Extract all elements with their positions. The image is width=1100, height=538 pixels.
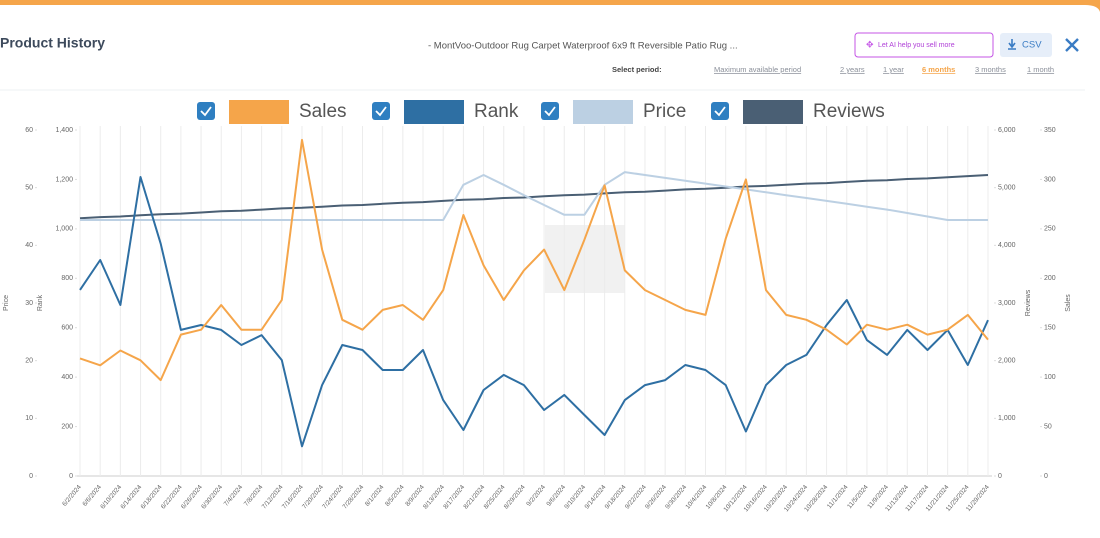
series-line	[80, 171, 988, 221]
series-line	[79, 176, 989, 448]
period-option[interactable]: 6 months	[922, 65, 955, 74]
period-option[interactable]: 1 year	[883, 65, 904, 74]
legend-check[interactable]	[544, 106, 556, 117]
period-option[interactable]: Maximum available period	[714, 65, 801, 74]
x-tick-label: 7/4/2024	[223, 484, 245, 508]
y-tick-label: 6,000	[998, 127, 1016, 134]
period-option[interactable]: 3 months	[975, 65, 1006, 74]
y-tick-label: 2,000	[998, 358, 1016, 365]
series-line	[79, 138, 989, 382]
axis-title: Rank	[37, 294, 44, 311]
legend-label[interactable]: Sales	[299, 101, 347, 122]
y-tick-label: 200	[1044, 275, 1056, 282]
x-tick-label: 7/28/2024	[341, 484, 365, 511]
x-tick-label: 6/30/2024	[200, 484, 224, 511]
y-tick-label: 5,000	[998, 185, 1016, 192]
legend-check[interactable]	[200, 106, 212, 117]
y-tick-label: 800	[61, 275, 73, 282]
y-tick-label: 60	[25, 127, 33, 134]
y-tick-label: 0	[1044, 473, 1048, 480]
legend-swatch[interactable]	[404, 100, 464, 124]
x-tick-label: 8/1/2024	[364, 484, 386, 508]
y-tick-label: 20	[25, 358, 33, 365]
y-tick-label: 200	[61, 423, 73, 430]
top-bar	[0, 0, 1100, 12]
period-label: Select period:	[612, 65, 662, 74]
csv-button[interactable]: CSV	[1000, 33, 1052, 57]
y-tick-label: 50	[25, 185, 33, 192]
series-line	[79, 174, 989, 220]
legend-checkbox[interactable]	[197, 102, 215, 120]
legend-checkbox[interactable]	[541, 102, 559, 120]
y-tick-label: 250	[1044, 226, 1056, 233]
legend-swatch[interactable]	[743, 100, 803, 124]
period-option[interactable]: 1 month	[1027, 65, 1054, 74]
ai-button-frame[interactable]	[854, 32, 994, 58]
legend-item[interactable]: Sales	[197, 100, 347, 124]
x-tick-label: 8/5/2024	[384, 484, 406, 508]
y-tick-label: 0	[69, 473, 73, 480]
csv-label[interactable]: CSV	[1022, 40, 1042, 51]
x-tick-label: 8/29/2024	[503, 484, 527, 511]
product-name: - MontVoo-Outdoor Rug Carpet Waterproof …	[428, 41, 738, 52]
y-tick-label: 150	[1044, 325, 1056, 332]
ai-button[interactable]: ✥ Let AI help you sell more	[854, 32, 994, 58]
y-tick-label: 1,200	[55, 176, 73, 183]
legend-item[interactable]: Reviews	[711, 100, 885, 124]
y-tick-label: 100	[1044, 374, 1056, 381]
download-icon[interactable]	[1008, 39, 1016, 50]
y-tick-label: 1,000	[998, 415, 1016, 422]
y-tick-label: 40	[25, 242, 33, 249]
y-tick-label: 0	[29, 473, 33, 480]
x-tick-label: 6/2/2024	[61, 484, 83, 508]
legend-label[interactable]: Price	[643, 101, 686, 122]
hover-highlight	[545, 225, 625, 293]
title: Product History	[0, 35, 105, 51]
legend-item[interactable]: Price	[541, 100, 686, 124]
y-tick-label: 3,000	[998, 300, 1016, 307]
axis-title: Price	[3, 295, 10, 311]
x-tick-label: 9/2/2024	[525, 484, 547, 508]
csv-button-frame[interactable]	[1000, 33, 1052, 57]
legend-checkbox[interactable]	[711, 102, 729, 120]
axis-title: Reviews	[1025, 289, 1032, 316]
legend-item[interactable]: Rank	[372, 100, 519, 124]
legend-swatch[interactable]	[229, 100, 289, 124]
ai-button-label[interactable]: Let AI help you sell more	[878, 42, 955, 49]
legend-check[interactable]	[714, 106, 726, 117]
y-tick-label: 4,000	[998, 242, 1016, 249]
y-tick-label: 1,400	[55, 127, 73, 134]
y-tick-label: 600	[61, 325, 73, 332]
y-tick-label: 10	[25, 415, 33, 422]
legend-checkbox[interactable]	[372, 102, 390, 120]
ai-button-icon[interactable]: ✥	[866, 39, 874, 49]
legend-label[interactable]: Reviews	[813, 101, 885, 122]
legend-check[interactable]	[375, 106, 387, 117]
axis-title: Sales	[1065, 294, 1072, 312]
y-tick-label: 30	[25, 300, 33, 307]
y-tick-label: 300	[1044, 176, 1056, 183]
y-tick-label: 0	[998, 473, 1002, 480]
close-button[interactable]	[1065, 38, 1079, 52]
y-tick-label: 1,000	[55, 226, 73, 233]
y-tick-label: 350	[1044, 127, 1056, 134]
period-option[interactable]: 2 years	[840, 65, 865, 74]
legend-label[interactable]: Rank	[474, 101, 519, 122]
y-tick-label: 400	[61, 374, 73, 381]
legend-swatch[interactable]	[573, 100, 633, 124]
y-tick-label: 50	[1044, 423, 1052, 430]
